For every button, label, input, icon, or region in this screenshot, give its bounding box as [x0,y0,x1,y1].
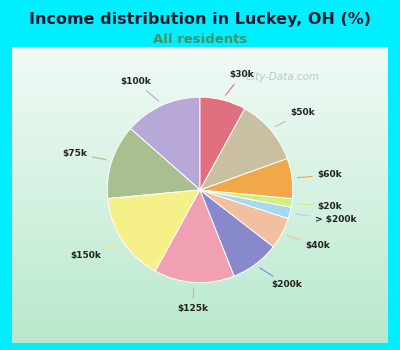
Text: $100k: $100k [120,77,158,101]
Wedge shape [200,190,291,218]
Bar [12,136,388,142]
Bar [12,302,388,308]
Bar [12,172,388,177]
Bar [12,112,388,118]
Bar [12,89,388,94]
Bar [12,201,388,207]
Bar [12,100,388,106]
Text: $40k: $40k [287,236,330,250]
Bar [12,337,388,343]
Bar [12,118,388,124]
Bar [12,183,388,189]
Bar [12,207,388,213]
Text: $30k: $30k [226,70,254,95]
Bar [12,77,388,83]
Bar [12,254,388,260]
Bar [12,148,388,154]
Bar [12,308,388,314]
Text: $75k: $75k [62,149,106,160]
Wedge shape [200,190,292,207]
Bar [12,130,388,136]
Bar [12,142,388,148]
Text: $150k: $150k [70,243,118,260]
Wedge shape [200,97,245,190]
Bar [12,248,388,254]
Bar [12,296,388,302]
Wedge shape [108,190,200,271]
Text: City-Data.com: City-Data.com [246,72,320,82]
Wedge shape [200,190,288,247]
Bar [12,154,388,160]
Bar [12,65,388,71]
Bar [12,290,388,296]
Wedge shape [200,159,293,198]
Text: $60k: $60k [298,170,342,180]
Bar [12,195,388,201]
Bar [12,71,388,77]
Bar [12,160,388,166]
Bar [12,53,388,59]
Bar [12,213,388,219]
Text: $20k: $20k [297,202,342,211]
Text: $200k: $200k [260,268,302,289]
Bar [12,231,388,237]
Bar [12,319,388,325]
Bar [12,314,388,319]
Wedge shape [200,190,273,276]
Bar [12,278,388,284]
Bar [12,237,388,243]
Text: All residents: All residents [153,33,247,46]
Bar [12,219,388,225]
Bar [12,94,388,100]
Bar [12,331,388,337]
Bar [12,260,388,266]
Wedge shape [130,97,200,190]
Bar [12,59,388,65]
Text: Income distribution in Luckey, OH (%): Income distribution in Luckey, OH (%) [29,12,371,27]
Bar [12,266,388,272]
Bar [12,284,388,290]
Bar [12,225,388,231]
Bar [12,166,388,172]
Text: > $200k: > $200k [295,214,356,224]
Wedge shape [200,108,287,190]
Bar [12,189,388,195]
Bar [12,177,388,183]
Bar [12,272,388,278]
Bar [12,83,388,89]
Text: $50k: $50k [275,108,315,127]
Text: $125k: $125k [177,288,208,313]
Bar [12,325,388,331]
Wedge shape [107,128,200,198]
Bar [12,106,388,112]
Wedge shape [155,190,234,282]
Bar [12,47,388,53]
Bar [12,124,388,130]
Bar [12,243,388,248]
